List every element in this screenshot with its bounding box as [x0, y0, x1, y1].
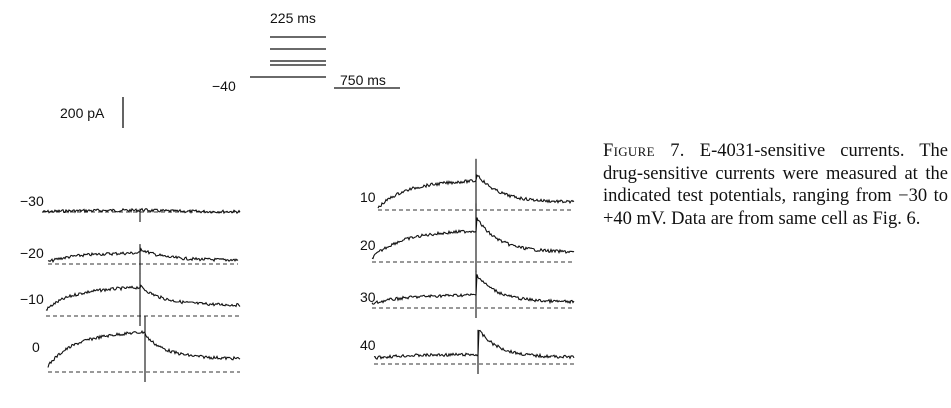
current-trace — [47, 247, 239, 264]
figure-caption: Figure 7. E-4031-sensitive currents. The… — [603, 140, 948, 230]
trace-label: −10 — [20, 291, 44, 307]
current-trace — [41, 207, 241, 215]
current-traces — [41, 158, 575, 382]
figure-svg: 225 ms −40 750 ms 200 pA −30 −20 −10 0 1… — [20, 10, 575, 382]
figure-panel: 225 ms −40 750 ms 200 pA −30 −20 −10 0 1… — [20, 10, 575, 382]
tail-duration-label: 750 ms — [340, 72, 386, 88]
scale-bar-label: 200 pA — [60, 105, 105, 121]
current-trace — [373, 329, 575, 360]
caption-text: E-4031-sensitive currents. The drug-sens… — [603, 141, 948, 229]
trace-label: −30 — [20, 193, 44, 209]
voltage-protocol — [250, 36, 400, 89]
current-trace — [47, 330, 241, 368]
current-trace — [371, 274, 575, 305]
step-duration-label: 225 ms — [270, 10, 316, 26]
trace-label: 10 — [360, 189, 376, 205]
figure-number: Figure 7. — [603, 141, 685, 161]
trace-label: 0 — [32, 339, 40, 355]
current-trace — [371, 217, 575, 260]
trace-label: −20 — [20, 245, 44, 261]
trace-label: 40 — [360, 337, 376, 353]
trace-label: 20 — [360, 237, 376, 253]
current-trace — [45, 284, 241, 311]
holding-potential-label: −40 — [212, 78, 236, 94]
trace-label: 30 — [360, 289, 376, 305]
